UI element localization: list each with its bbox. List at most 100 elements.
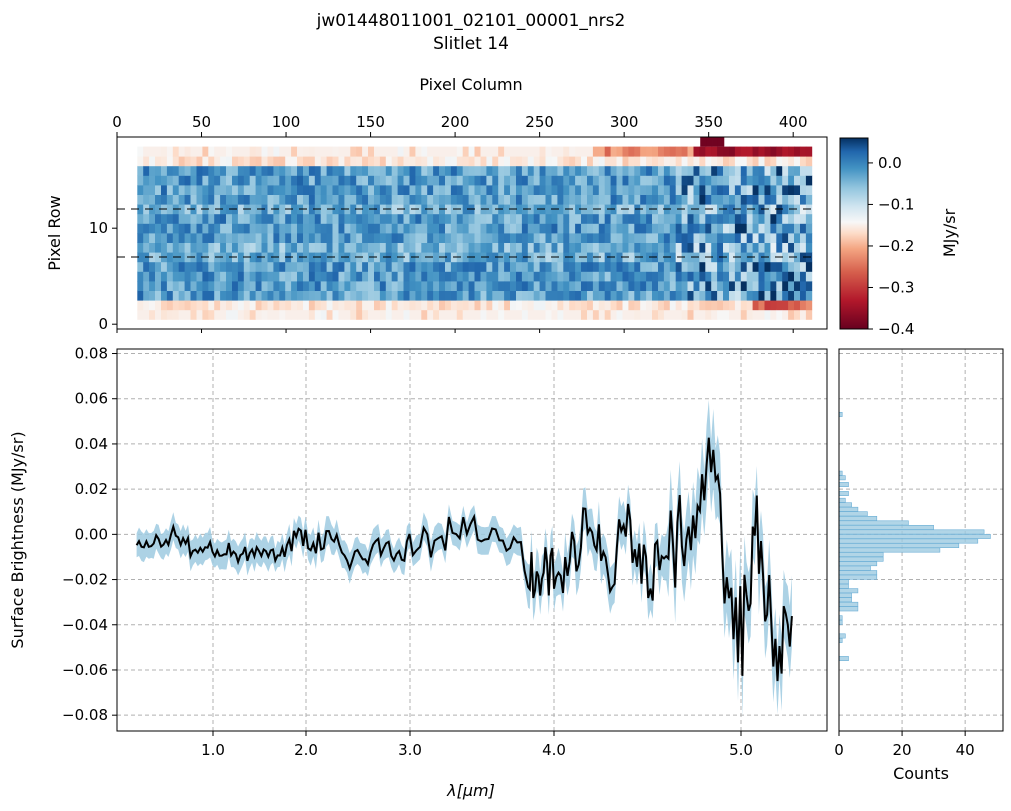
heatmap-cell (527, 175, 535, 186)
spectrum-y-tick-label: 0.08 (75, 345, 108, 363)
histogram-bar (839, 583, 849, 589)
heatmap-cell (652, 271, 659, 282)
heatmap-cell (640, 204, 647, 215)
heatmap-cell (539, 233, 546, 243)
heatmap-cell (350, 252, 357, 263)
heatmap-cell (243, 185, 251, 195)
heatmap-cell (581, 309, 588, 320)
heatmap-cell (675, 175, 682, 186)
heatmap-cell (563, 233, 570, 243)
heatmap-cell (220, 194, 227, 205)
heatmap-cell (214, 242, 221, 253)
heatmap-cell (640, 281, 647, 291)
heatmap-cell (486, 300, 493, 311)
heatmap-cell (705, 242, 712, 253)
heatmap-cell (516, 233, 523, 243)
heatmap-cell (616, 261, 623, 272)
heatmap-cell (504, 223, 511, 234)
heatmap-cell (214, 194, 221, 205)
heatmap-cell (598, 271, 606, 282)
heatmap-cell (249, 271, 256, 282)
heatmap-cell (338, 185, 345, 195)
heatmap-x-tick-label: 200 (441, 113, 470, 131)
heatmap-cell (776, 165, 783, 176)
heatmap-cell (161, 213, 168, 224)
heatmap-cell (687, 290, 694, 301)
heatmap-cell (782, 165, 789, 176)
heatmap-cell (456, 146, 464, 157)
heatmap-cell (492, 290, 499, 301)
heatmap-cell (220, 146, 227, 157)
heatmap-cell (734, 156, 742, 167)
heatmap-cell (279, 175, 286, 186)
heatmap-cell (510, 223, 517, 234)
heatmap-cell (492, 309, 499, 320)
heatmap-cell (190, 261, 197, 272)
heatmap-cell (344, 233, 351, 243)
heatmap-cell (480, 213, 487, 224)
heatmap-cell (776, 185, 783, 195)
heatmap-cell (421, 204, 428, 215)
histogram-bar (839, 538, 979, 544)
heatmap-cell (746, 233, 753, 243)
heatmap-cell (729, 175, 736, 186)
heatmap-cell (338, 223, 345, 234)
heatmap-cell (161, 290, 168, 301)
heatmap-cell (368, 242, 375, 253)
spectrum-frame (116, 348, 828, 732)
heatmap-cell (675, 156, 682, 167)
heatmap-cell (616, 271, 623, 282)
heatmap-cell (634, 156, 641, 167)
heatmap-cell (734, 213, 742, 224)
heatmap-cell (539, 156, 546, 167)
heatmap-cell (344, 194, 351, 205)
heatmap-cell (717, 156, 724, 167)
heatmap-cell (220, 281, 227, 291)
heatmap-cell (374, 242, 381, 253)
heatmap-cell (652, 213, 659, 224)
heatmap-cell (723, 271, 730, 282)
heatmap-cell (202, 233, 209, 243)
heatmap-cell (587, 223, 594, 234)
heatmap-cell (581, 146, 588, 157)
heatmap-cell (243, 290, 251, 301)
heatmap-cell (740, 261, 748, 272)
heatmap-x-tick-label: 100 (272, 113, 301, 131)
heatmap-cell (486, 309, 493, 320)
heatmap-cell (581, 194, 588, 205)
heatmap-cell (462, 223, 469, 234)
heatmap-cell (190, 309, 197, 320)
heatmap-cell (539, 213, 546, 224)
heatmap-cell (273, 261, 280, 272)
heatmap-cell (362, 223, 369, 234)
heatmap-cell (788, 185, 795, 195)
heatmap-cell (504, 204, 511, 215)
heatmap-cell (729, 281, 736, 291)
spectrum-y-tick-label: 0.00 (75, 525, 108, 543)
heatmap-cell (734, 242, 742, 253)
heatmap-cell (226, 271, 233, 282)
heatmap-cell (598, 223, 606, 234)
heatmap-cell (178, 290, 185, 301)
heatmap-cell (137, 300, 144, 311)
heatmap-cell (232, 185, 239, 195)
heatmap-cell (474, 242, 481, 253)
heatmap-cell (450, 233, 458, 243)
heatmap-cell (770, 213, 777, 224)
heatmap-cell (155, 223, 162, 234)
heatmap-cell (362, 242, 369, 253)
heatmap-cell (202, 271, 209, 282)
heatmap-cell (356, 281, 363, 291)
heatmap-cell (706, 137, 713, 147)
heatmap-cell (421, 223, 428, 234)
heatmap-cell (409, 165, 416, 176)
spectrum-x-tick-label: 4.0 (542, 741, 566, 759)
heatmap-cell (184, 271, 191, 282)
heatmap-cell (196, 204, 203, 215)
heatmap-cell (622, 185, 629, 195)
heatmap-cell (681, 290, 688, 301)
heatmap-cell (232, 223, 239, 234)
heatmap-cell (729, 300, 736, 311)
heatmap-cell (226, 165, 233, 176)
heatmap-cell (740, 146, 748, 157)
